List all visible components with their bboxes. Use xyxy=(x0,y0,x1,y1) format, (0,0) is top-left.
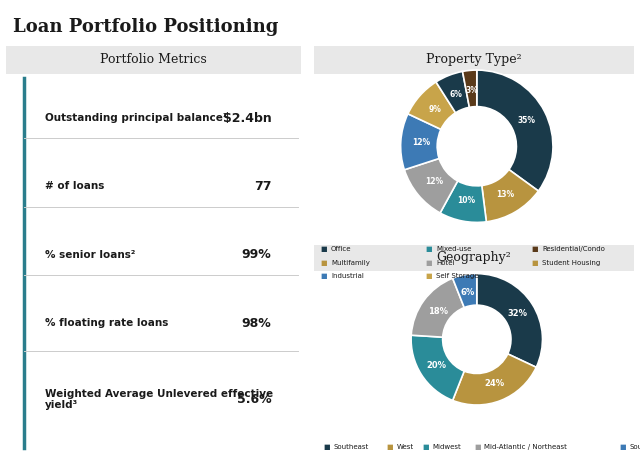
Text: ■: ■ xyxy=(426,246,432,252)
Text: ■: ■ xyxy=(320,260,326,266)
Wedge shape xyxy=(436,71,469,113)
Text: Geography²: Geography² xyxy=(436,251,511,264)
Text: Hotel: Hotel xyxy=(436,260,455,266)
Text: Residential/Condo: Residential/Condo xyxy=(542,246,605,252)
Text: Mixed-use: Mixed-use xyxy=(436,246,472,252)
Wedge shape xyxy=(440,181,486,223)
Text: # of loans: # of loans xyxy=(45,181,104,191)
Text: ■: ■ xyxy=(531,260,538,266)
Text: Southeast: Southeast xyxy=(333,444,369,450)
Text: 6%: 6% xyxy=(461,288,475,297)
Text: ■: ■ xyxy=(426,273,432,280)
Bar xyxy=(314,245,634,271)
Text: Weighted Average Unlevered effective
yield³: Weighted Average Unlevered effective yie… xyxy=(45,389,273,410)
Text: 6%: 6% xyxy=(450,90,463,99)
Text: Industrial: Industrial xyxy=(331,273,364,280)
Text: ■: ■ xyxy=(320,273,326,280)
Text: Loan Portfolio Positioning: Loan Portfolio Positioning xyxy=(13,18,278,36)
Text: 12%: 12% xyxy=(425,177,443,186)
Text: 77: 77 xyxy=(254,180,271,193)
Text: 12%: 12% xyxy=(412,138,430,147)
Text: Office: Office xyxy=(331,246,351,252)
Text: ■: ■ xyxy=(426,260,432,266)
Text: 9%: 9% xyxy=(429,105,442,114)
Text: 24%: 24% xyxy=(484,379,504,388)
Text: Midwest: Midwest xyxy=(433,444,461,450)
Text: 32%: 32% xyxy=(508,309,527,318)
Wedge shape xyxy=(452,274,477,308)
Wedge shape xyxy=(463,70,477,107)
Text: ■: ■ xyxy=(531,246,538,252)
Wedge shape xyxy=(477,274,543,367)
Wedge shape xyxy=(408,82,456,129)
Text: $2.4bn: $2.4bn xyxy=(223,112,271,125)
Text: Multifamily: Multifamily xyxy=(331,260,370,266)
Text: Student Housing: Student Housing xyxy=(542,260,600,266)
Text: ■: ■ xyxy=(323,444,330,450)
Text: ■: ■ xyxy=(422,444,429,450)
Text: Southwest: Southwest xyxy=(629,444,640,450)
Wedge shape xyxy=(401,114,441,170)
Text: Self Storage: Self Storage xyxy=(436,273,479,280)
Bar xyxy=(6,46,301,74)
Text: 20%: 20% xyxy=(426,361,446,370)
Text: 3%: 3% xyxy=(465,86,478,96)
Text: Property Type²: Property Type² xyxy=(426,53,522,66)
Text: ■: ■ xyxy=(387,444,393,450)
Text: 99%: 99% xyxy=(242,248,271,261)
Text: ■: ■ xyxy=(619,444,625,450)
Text: % senior loans²: % senior loans² xyxy=(45,250,135,260)
Text: West: West xyxy=(397,444,413,450)
Text: 35%: 35% xyxy=(517,117,535,126)
Text: 13%: 13% xyxy=(496,190,514,199)
Text: Mid-Atlantic / Northeast: Mid-Atlantic / Northeast xyxy=(484,444,567,450)
Wedge shape xyxy=(411,335,464,400)
Text: ■: ■ xyxy=(320,246,326,252)
Wedge shape xyxy=(404,159,458,213)
Text: ■: ■ xyxy=(474,444,481,450)
Bar xyxy=(314,46,634,74)
Text: Outstanding principal balance¹: Outstanding principal balance¹ xyxy=(45,113,227,123)
Text: Portfolio Metrics: Portfolio Metrics xyxy=(100,53,207,66)
Text: 98%: 98% xyxy=(242,317,271,329)
Wedge shape xyxy=(482,170,538,222)
Text: % floating rate loans: % floating rate loans xyxy=(45,318,168,328)
Text: 10%: 10% xyxy=(458,197,476,205)
Wedge shape xyxy=(477,70,553,191)
Text: 18%: 18% xyxy=(428,307,448,316)
Wedge shape xyxy=(452,354,536,405)
Wedge shape xyxy=(412,278,464,337)
Text: 5.6%: 5.6% xyxy=(237,393,271,406)
